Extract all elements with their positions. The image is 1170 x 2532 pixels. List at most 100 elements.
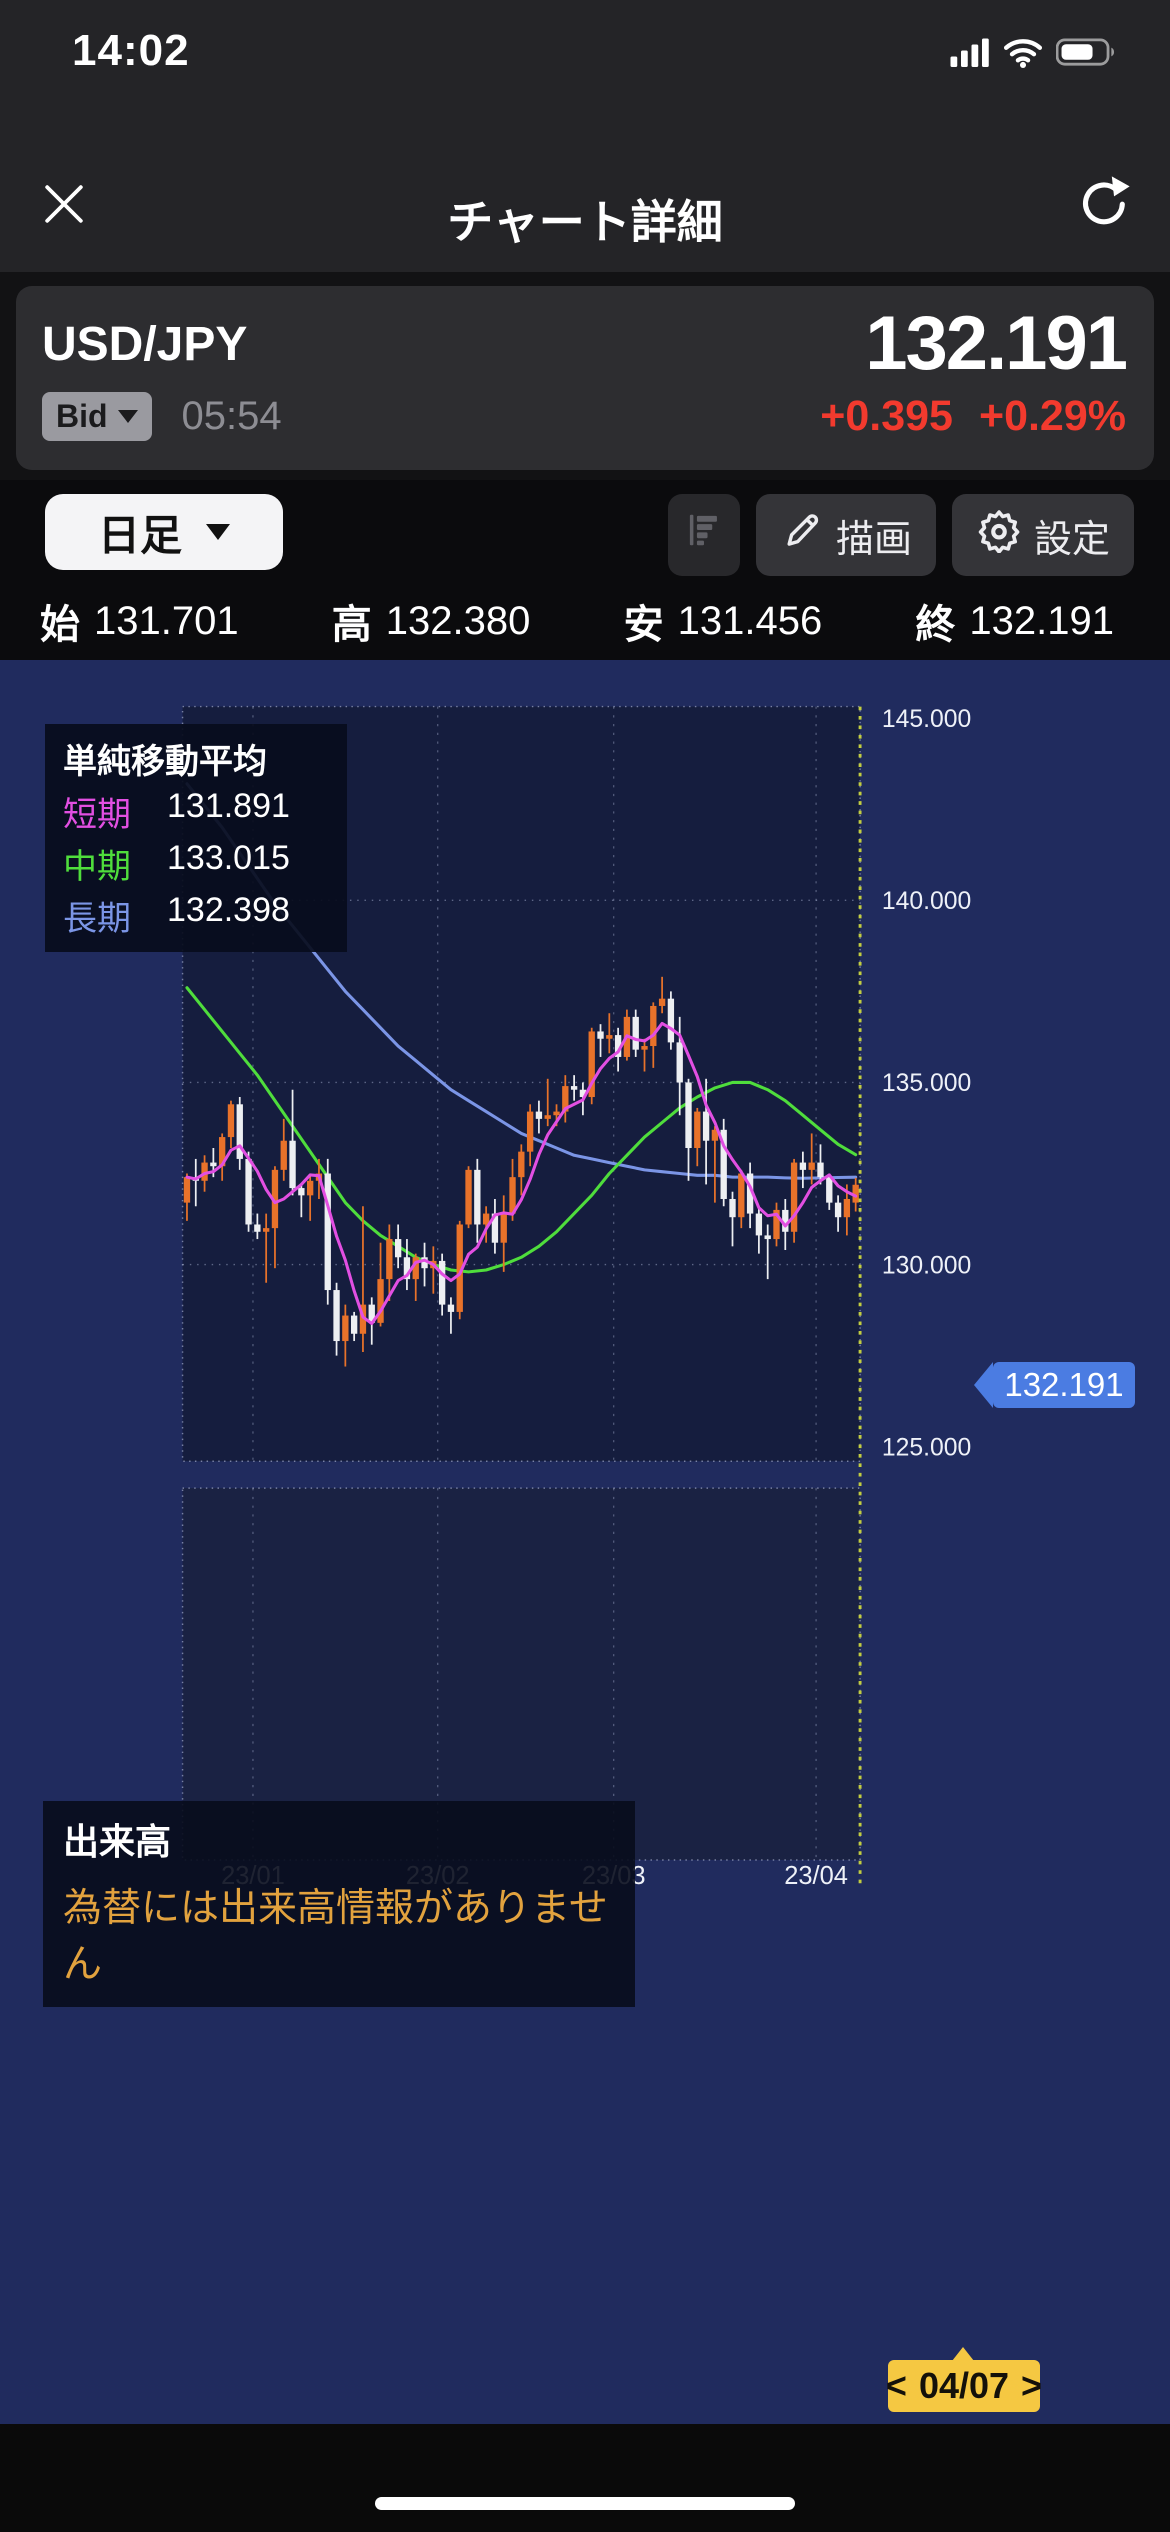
settings-button[interactable]: 設定 bbox=[951, 494, 1134, 576]
current-price-tag: 132.191 bbox=[974, 1362, 1135, 1408]
candle-body bbox=[808, 1162, 815, 1170]
bid-dropdown[interactable]: Bid bbox=[42, 392, 152, 441]
candle-body bbox=[738, 1173, 745, 1218]
page-title: チャート詳細 bbox=[447, 196, 723, 248]
timeframe-dropdown[interactable]: 日足 bbox=[45, 494, 283, 570]
candle-body bbox=[562, 1086, 569, 1112]
quote-section: USD/JPY 132.191 Bid 05:54 +0.395 +0.29% bbox=[0, 272, 1170, 480]
candle-body bbox=[694, 1111, 701, 1149]
sma-mid-label: 中期 bbox=[63, 848, 131, 886]
candle-body bbox=[676, 1042, 683, 1083]
candle-body bbox=[227, 1104, 235, 1138]
candle-body bbox=[386, 1239, 393, 1280]
candle-body bbox=[447, 1304, 455, 1312]
bid-label: Bid bbox=[56, 398, 108, 434]
candle-body bbox=[500, 1213, 507, 1243]
x-axis-label: 23/04 bbox=[784, 1862, 848, 1890]
candle-body bbox=[412, 1257, 419, 1280]
sma-short-line bbox=[185, 1021, 858, 1326]
date-prev-arrow[interactable]: < bbox=[885, 2365, 907, 2406]
depth-button[interactable] bbox=[667, 494, 740, 576]
close-icon bbox=[40, 180, 88, 233]
candle-body bbox=[588, 1031, 595, 1098]
candle-body bbox=[597, 1031, 604, 1039]
pencil-icon bbox=[780, 508, 824, 562]
cellular-signal-icon bbox=[950, 37, 990, 72]
candle-body bbox=[183, 1177, 191, 1203]
date-badge: < 04/07 > bbox=[885, 2347, 1043, 2412]
close-value: 132.191 bbox=[969, 598, 1114, 643]
price-change-percent: +0.29% bbox=[978, 392, 1126, 440]
candle-body bbox=[614, 1035, 622, 1057]
candle-body bbox=[544, 1115, 551, 1119]
candle-body bbox=[834, 1202, 842, 1218]
candle-body bbox=[324, 1173, 331, 1291]
draw-button[interactable]: 描画 bbox=[755, 494, 936, 576]
date-next-arrow[interactable]: > bbox=[1021, 2365, 1043, 2406]
candle-body bbox=[711, 1129, 719, 1141]
sma-legend-title: 単純移動平均 bbox=[63, 743, 267, 781]
candle-body bbox=[667, 998, 675, 1043]
candle-body bbox=[650, 1005, 657, 1047]
status-time: 14:02 bbox=[72, 26, 190, 75]
candle-body bbox=[456, 1224, 463, 1312]
timeframe-label: 日足 bbox=[97, 511, 182, 559]
candle-body bbox=[289, 1140, 296, 1189]
candle-body bbox=[632, 1016, 639, 1050]
current-price: 132.191 bbox=[865, 301, 1128, 386]
candle-body bbox=[482, 1213, 490, 1225]
candle-body bbox=[218, 1137, 226, 1167]
refresh-button[interactable] bbox=[1072, 172, 1136, 236]
quote-card: USD/JPY 132.191 Bid 05:54 +0.395 +0.29% bbox=[16, 286, 1154, 470]
wifi-icon bbox=[1002, 36, 1044, 73]
candle-body bbox=[509, 1177, 516, 1214]
candle-body bbox=[201, 1162, 208, 1181]
depth-icon bbox=[684, 510, 724, 560]
sma-short-label: 短期 bbox=[63, 796, 131, 834]
sma-short-value: 131.891 bbox=[167, 787, 290, 825]
sma-mid-line bbox=[185, 986, 858, 1274]
chart-area[interactable]: 145.000140.000135.000130.000125.00023/01… bbox=[0, 660, 1170, 2424]
volume-title: 出来高 bbox=[63, 1821, 172, 1862]
candle-body bbox=[403, 1257, 411, 1280]
draw-label: 描画 bbox=[835, 518, 912, 561]
low-label: 安 bbox=[623, 603, 664, 647]
candle-body bbox=[826, 1177, 833, 1203]
candle-body bbox=[474, 1169, 481, 1225]
candle-body bbox=[377, 1279, 384, 1323]
candle-body bbox=[702, 1111, 710, 1141]
candle-body bbox=[333, 1290, 340, 1342]
candle-body bbox=[306, 1180, 314, 1196]
candle-body bbox=[799, 1162, 807, 1170]
y-axis-label: 140.000 bbox=[882, 888, 971, 915]
sma-long-label: 長期 bbox=[63, 900, 131, 938]
candle-body bbox=[553, 1111, 560, 1116]
candle-body bbox=[465, 1169, 472, 1225]
candle-body bbox=[729, 1198, 736, 1218]
candle-body bbox=[720, 1129, 727, 1199]
candle-body bbox=[394, 1239, 402, 1258]
triangle-down-icon bbox=[206, 524, 230, 540]
candle-body bbox=[817, 1162, 824, 1178]
chevron-down-icon bbox=[117, 410, 138, 423]
current-price-tag-value: 132.191 bbox=[1004, 1366, 1124, 1403]
status-icons bbox=[950, 36, 1118, 73]
candle-body bbox=[746, 1173, 754, 1214]
candle-body bbox=[342, 1315, 349, 1342]
candle-body bbox=[852, 1184, 859, 1203]
candle-body bbox=[236, 1104, 243, 1159]
currency-pair: USD/JPY bbox=[42, 317, 248, 371]
open-label: 始 bbox=[40, 603, 80, 647]
candle-body bbox=[658, 998, 666, 1006]
candle-body bbox=[254, 1224, 261, 1232]
candle-body bbox=[271, 1169, 279, 1229]
home-indicator[interactable] bbox=[375, 2497, 795, 2510]
candle-body bbox=[535, 1111, 543, 1119]
candle-body bbox=[790, 1162, 798, 1232]
candle-body bbox=[755, 1213, 763, 1236]
high-value: 132.380 bbox=[385, 598, 531, 643]
candle-body bbox=[280, 1140, 287, 1170]
close-button[interactable] bbox=[36, 178, 92, 234]
status-and-nav-bar: 14:02 bbox=[0, 0, 1170, 272]
candle-body bbox=[641, 1046, 648, 1050]
